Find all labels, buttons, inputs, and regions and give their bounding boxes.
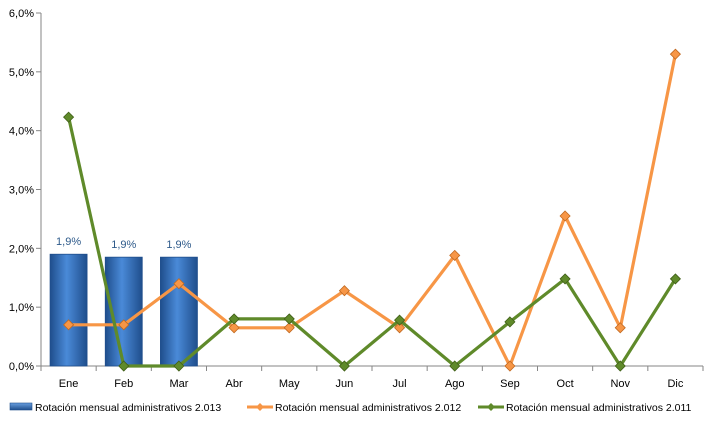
x-tick-label: Sep [500,378,520,390]
series-point [504,360,516,372]
series-line [67,116,677,368]
series-point [559,273,571,285]
bar-data-label: 1,9% [56,236,81,248]
legend-label: Rotación mensual administrativos 2.011 [506,402,692,414]
series-point [669,48,681,60]
series-point [283,322,295,334]
y-tick-label: 1,0% [9,302,34,314]
series-point [338,360,350,372]
y-tick-label: 5,0% [9,67,34,79]
series-point [173,360,185,372]
series-point [228,322,240,334]
series-point [118,319,130,331]
series-point [394,322,406,334]
axes: 0,0% 1,0% 2,0% 3,0% 4,0% 5,0% 6,0% Ene Feb Mar Abr… [9,8,704,390]
y-tick-label: 4,0% [9,126,34,138]
y-tick-label: 3,0% [9,185,34,197]
legend: Rotación mensual administrativos 2.013 Ro… [9,402,692,414]
series-point [228,313,240,325]
x-tick-label: Ene [59,378,79,390]
series-point [614,360,626,372]
series-point [449,360,461,372]
x-tick-label: Feb [114,378,133,390]
series-point [669,273,681,285]
x-tick-label: Oct [557,378,574,390]
bar-data-label: 1,9% [111,239,136,251]
legend-marker [256,403,264,411]
series-point [118,360,130,372]
series-point [173,278,185,290]
bar-data-label: 1,9% [166,239,191,251]
x-tick-label: Ago [445,378,465,390]
bar [160,256,198,367]
x-tick-label: Mar [169,378,188,390]
series-point [449,249,461,261]
legend-bar-swatch [9,402,33,411]
x-tick-label: Jul [393,378,407,390]
x-tick-label: Nov [610,378,630,390]
series-point [63,319,75,331]
line-series [63,48,681,372]
data-labels: 1,9% 1,9% 1,9% [56,236,192,251]
series-point [504,316,516,328]
series-point [559,210,571,222]
y-tick-label: 2,0% [9,243,34,255]
series-point [394,314,406,326]
bar-series [49,253,198,367]
x-tick-label: Dic [667,378,683,390]
bar [49,253,88,367]
legend-label: Rotación mensual administrativos 2.013 [35,402,221,414]
series-point [338,285,350,297]
series-line [68,53,677,368]
y-tick-label: 0,0% [9,361,34,373]
x-tick-label: Abr [226,378,243,390]
series-point [283,313,295,325]
series-point [614,322,626,334]
y-tick-label: 6,0% [9,8,34,20]
x-tick-label: May [279,378,300,390]
legend-label: Rotación mensual administrativos 2.012 [275,402,461,414]
legend-marker [487,403,495,411]
series-point [63,111,75,123]
x-tick-label: Jun [336,378,354,390]
